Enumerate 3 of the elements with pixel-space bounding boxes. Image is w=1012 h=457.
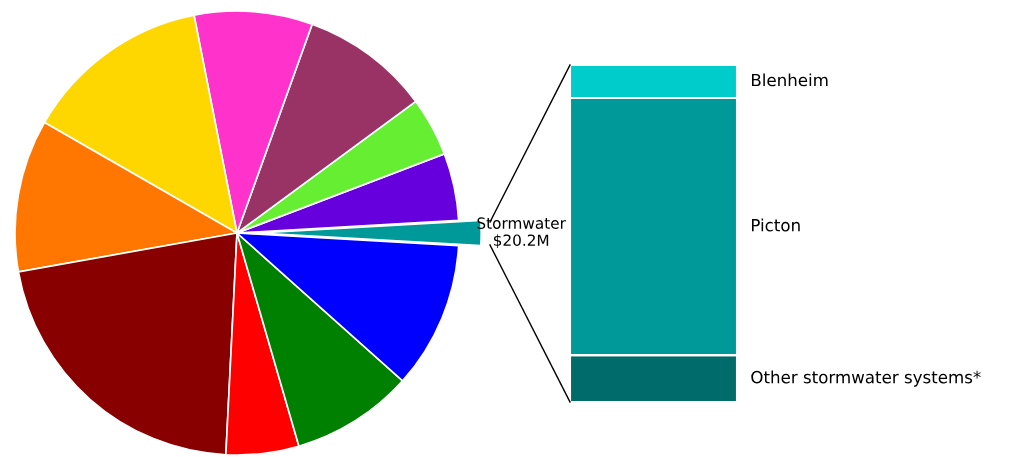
series-label: Other stormwater systems* (751, 370, 981, 387)
series-label: Picton (752, 218, 800, 232)
series-label: Blenheim (752, 73, 828, 87)
